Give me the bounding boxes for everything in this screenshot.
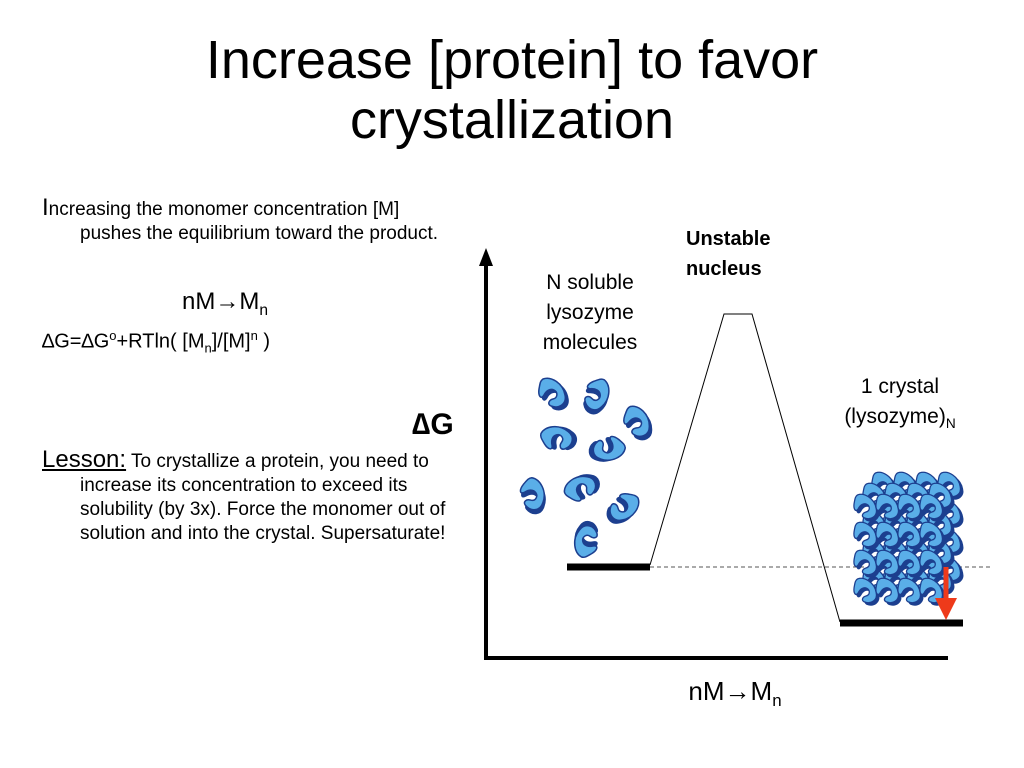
- lesson-text: To crystallize a protein, you need to in…: [80, 451, 446, 544]
- slide-title: Increase [protein] to favor crystallizat…: [0, 30, 1024, 150]
- title-line-2: crystallization: [349, 90, 675, 150]
- reaction-base: nM→M: [181, 288, 260, 315]
- soluble-molecules-label: N soluble lysozyme molecules: [542, 271, 638, 354]
- eq-sub-1: n: [204, 340, 212, 356]
- crystal-molecule: [853, 549, 880, 578]
- energy-barrier-curve: [649, 313, 841, 623]
- eq-part-1: ∆G=∆G: [42, 330, 110, 353]
- unstable-nucleus-label: Unstable nucleus: [686, 224, 770, 284]
- eq-sup-1: o: [109, 328, 117, 343]
- lysozyme-molecule: [536, 415, 581, 461]
- eq-part-2: +RTln( [M: [116, 330, 205, 353]
- crystal-subscript: N: [945, 416, 956, 432]
- x-axis-label: nM→Mn: [650, 676, 820, 711]
- crystal-molecule: [875, 577, 902, 606]
- reaction-equation: nM→Mn: [40, 288, 410, 320]
- intro-paragraph: Increasing the monomer concentration [M]…: [42, 196, 450, 246]
- crystal-molecule: [853, 493, 880, 522]
- lesson-label: Lesson:: [42, 446, 127, 473]
- reaction-subscript: n: [259, 301, 269, 319]
- unstable-line-1: Unstable: [686, 228, 771, 250]
- eq-part-3: ]/[M]: [211, 330, 251, 353]
- free-energy-equation: ∆G=∆Go+RTln( [Mn]/[M]n ): [42, 328, 270, 356]
- lesson-paragraph: Lesson: To crystallize a protein, you ne…: [42, 448, 450, 546]
- lysozyme-molecule: [620, 404, 657, 443]
- lysozyme-molecule: [606, 493, 640, 525]
- lysozyme-molecule: [538, 377, 570, 411]
- eq-part-4: ): [257, 330, 271, 353]
- x-axis-label-base: nM→M: [688, 676, 773, 706]
- lysozyme-molecule: [574, 375, 619, 418]
- crystal-label: 1 crystal (lysozyme)N: [820, 372, 980, 439]
- eq-sup-2: n: [250, 328, 258, 343]
- crystal-molecule: [897, 577, 924, 606]
- crystal-line-1: 1 crystal: [860, 375, 940, 398]
- crystal-line-2: (lysozyme): [844, 405, 946, 428]
- soluble-molecules: [512, 375, 657, 562]
- intro-first-letter: I: [42, 194, 49, 221]
- intro-text: ncreasing the monomer concentration [M] …: [48, 199, 439, 244]
- energy-drop-arrow-head: [935, 598, 957, 620]
- crystal-molecule: [853, 577, 880, 606]
- lysozyme-molecule: [563, 517, 609, 562]
- x-axis-label-sub: n: [772, 691, 782, 711]
- lysozyme-molecule: [585, 428, 629, 471]
- lysozyme-molecule: [561, 467, 603, 508]
- y-axis-label: ∆G: [412, 408, 454, 441]
- y-axis-arrowhead: [479, 248, 493, 266]
- unstable-line-2: nucleus: [686, 258, 762, 280]
- title-line-1: Increase [protein] to favor: [205, 30, 819, 90]
- crystal-molecule: [853, 521, 880, 550]
- lysozyme-molecule: [512, 474, 555, 518]
